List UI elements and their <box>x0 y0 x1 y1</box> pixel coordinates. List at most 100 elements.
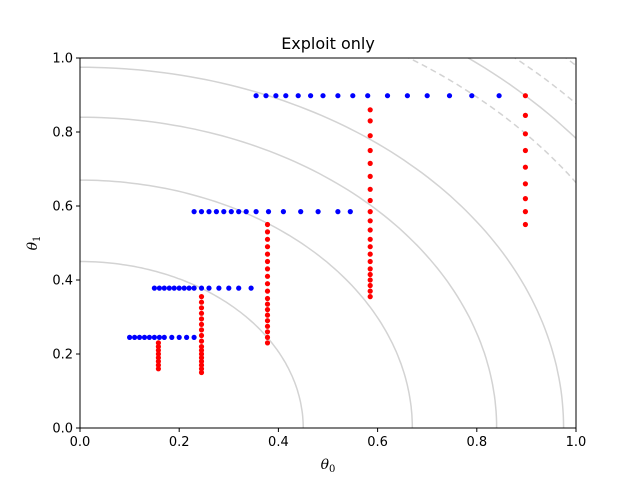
data-point-1-61 <box>367 147 373 154</box>
data-point-0-35 <box>253 209 259 215</box>
data-point-1-68 <box>522 181 529 187</box>
data-point-0-3 <box>141 334 148 340</box>
data-point-0-23 <box>216 285 222 291</box>
data-point-1-2 <box>155 358 161 364</box>
data-point-0-50 <box>350 93 356 99</box>
data-point-1-60 <box>367 160 373 166</box>
data-point-1-22 <box>198 305 205 311</box>
data-point-1-55 <box>367 218 373 224</box>
data-point-1-19 <box>198 321 205 327</box>
data-point-0-41 <box>347 209 353 215</box>
data-point-0-40 <box>335 209 341 215</box>
data-point-1-73 <box>522 93 529 99</box>
data-point-1-45 <box>367 288 373 294</box>
data-point-0-4 <box>146 334 152 340</box>
data-point-1-1 <box>155 362 161 368</box>
data-point-0-28 <box>198 209 205 215</box>
x-tick-label: 0.0 <box>70 435 91 450</box>
data-point-0-7 <box>161 334 167 340</box>
data-point-1-9 <box>198 366 205 372</box>
data-point-0-30 <box>213 209 219 215</box>
data-point-0-9 <box>176 334 182 340</box>
dashed-contour-0 <box>407 58 576 184</box>
data-point-1-38 <box>264 258 271 265</box>
data-point-1-3 <box>155 355 161 361</box>
data-point-1-29 <box>264 318 271 324</box>
data-point-0-5 <box>151 334 157 340</box>
data-point-1-72 <box>522 112 529 118</box>
plot-frame <box>79 57 577 429</box>
y-axis-label-subscript: 1 <box>32 236 43 242</box>
x-axis-label-symbol: θ <box>321 457 330 473</box>
y-axis-label-symbol: θ <box>25 241 41 250</box>
data-point-1-65 <box>522 221 529 228</box>
data-point-1-59 <box>367 173 373 179</box>
data-point-1-42 <box>264 229 271 235</box>
data-point-1-47 <box>367 277 373 283</box>
data-point-1-28 <box>264 323 271 329</box>
data-point-1-10 <box>198 362 205 368</box>
data-point-0-14 <box>161 285 167 291</box>
data-point-1-66 <box>522 209 529 215</box>
data-point-1-16 <box>198 338 205 344</box>
data-point-1-51 <box>367 251 373 257</box>
data-point-1-15 <box>198 344 205 350</box>
data-point-1-46 <box>367 282 373 289</box>
data-point-0-42 <box>253 93 259 99</box>
data-point-1-39 <box>264 251 271 257</box>
data-point-0-44 <box>273 93 279 99</box>
data-point-0-33 <box>236 209 242 215</box>
data-point-0-19 <box>186 285 192 291</box>
data-point-1-18 <box>198 327 205 333</box>
data-point-0-22 <box>206 285 212 291</box>
data-point-1-0 <box>155 366 161 372</box>
y-tick-label: 1.0 <box>52 52 73 67</box>
data-point-0-57 <box>496 93 502 99</box>
data-point-1-8 <box>198 369 205 376</box>
data-point-1-26 <box>264 334 271 340</box>
data-point-0-12 <box>151 285 157 291</box>
data-point-0-15 <box>166 285 172 291</box>
data-point-0-46 <box>295 93 301 99</box>
data-point-0-52 <box>384 93 391 99</box>
data-point-0-53 <box>404 93 410 99</box>
data-point-1-31 <box>264 307 271 313</box>
data-point-0-43 <box>263 93 269 99</box>
y-axis-ticks: 0.0 0.2 0.4 0.6 0.8 1.0 <box>52 52 80 437</box>
data-point-0-1 <box>132 334 138 340</box>
data-point-0-51 <box>365 93 371 99</box>
data-point-0-56 <box>469 93 475 99</box>
data-point-0-31 <box>221 209 227 215</box>
data-point-1-57 <box>367 197 373 204</box>
data-point-1-62 <box>367 133 373 139</box>
data-point-1-20 <box>198 316 205 322</box>
data-points <box>127 93 529 376</box>
data-point-1-50 <box>367 258 373 265</box>
data-point-1-35 <box>264 281 271 287</box>
data-point-1-12 <box>198 355 205 361</box>
data-point-1-41 <box>264 236 271 242</box>
data-point-0-36 <box>265 209 272 215</box>
contour-3 <box>80 66 565 428</box>
data-point-1-17 <box>198 332 205 339</box>
data-point-0-49 <box>335 93 341 99</box>
data-point-1-70 <box>522 147 529 154</box>
data-point-0-29 <box>206 209 212 215</box>
data-point-0-8 <box>169 334 175 340</box>
data-point-0-27 <box>191 209 197 215</box>
data-point-1-37 <box>264 266 271 272</box>
data-point-1-4 <box>155 351 161 357</box>
contour-0 <box>80 260 304 428</box>
data-point-1-24 <box>198 294 205 300</box>
data-point-1-43 <box>264 221 271 228</box>
data-point-0-13 <box>156 285 162 291</box>
data-point-1-13 <box>198 351 205 357</box>
chart-title: Exploit only <box>281 34 375 53</box>
data-point-0-34 <box>243 209 249 215</box>
data-point-0-54 <box>424 93 430 99</box>
data-point-0-2 <box>136 334 143 340</box>
data-point-1-23 <box>198 299 205 305</box>
x-tick-label: 0.8 <box>466 435 487 450</box>
data-point-1-56 <box>367 209 373 215</box>
